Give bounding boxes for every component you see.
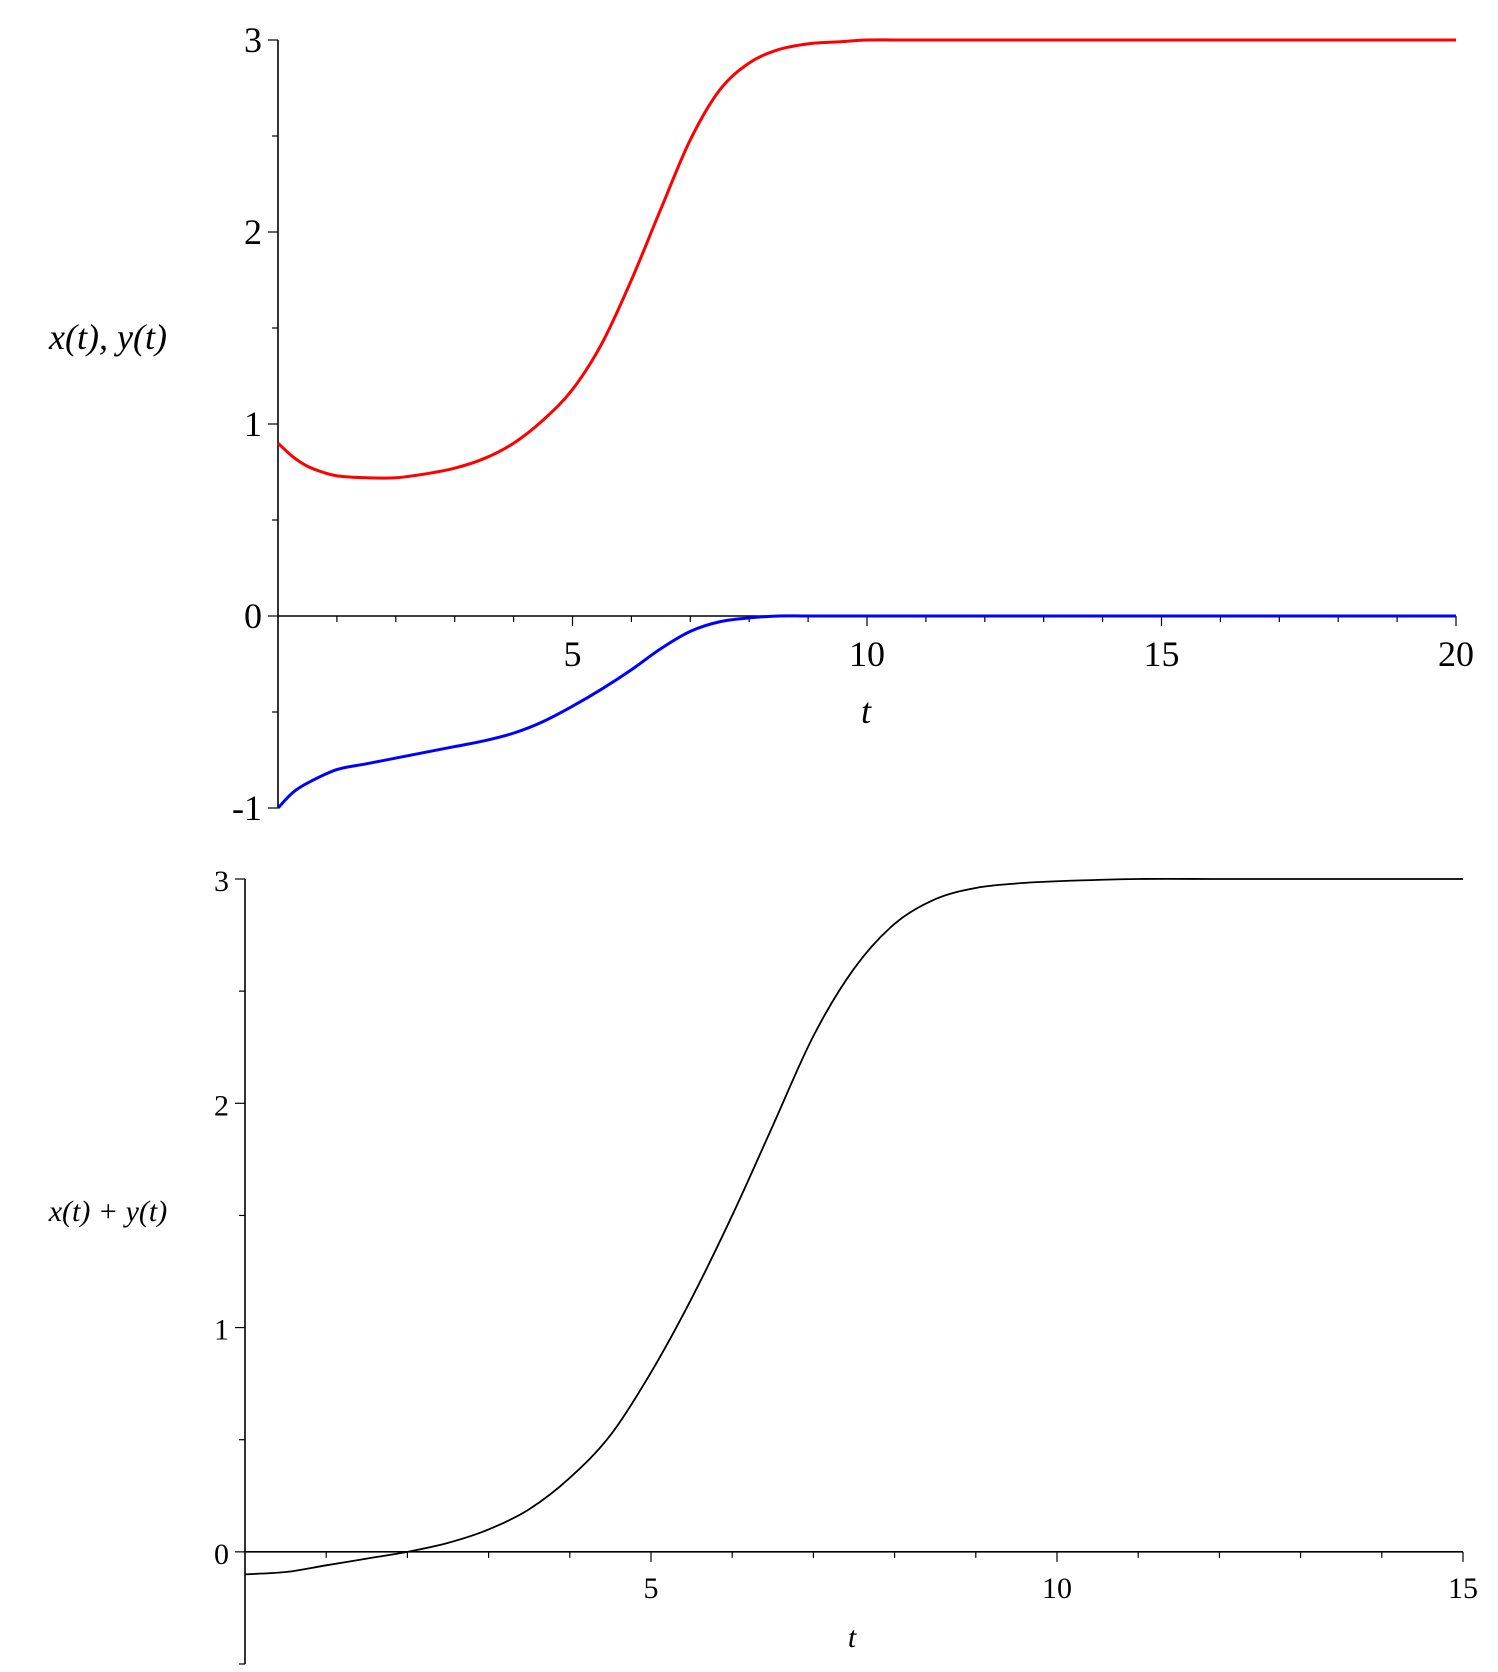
plot-x-y-xlabel: t [861,691,872,731]
plot-x-y-x-tick-label: 10 [849,634,885,674]
plot-x-y-x-tick-label: 5 [564,634,582,674]
plot-x-y-x-tick-label: 15 [1144,634,1180,674]
plot-x-y-series-line-1 [276,614,1456,810]
plot-sum-x-tick-label: 5 [644,1572,659,1605]
plot-x-y-y-tick-label: 3 [244,20,262,60]
plot-x-y: 5 10 15 20 -1 0 1 2 3 t x(t), y(t) [48,20,1474,828]
plot-sum-xlabel: t [848,1621,857,1654]
plot-x-y-y-tick-label: 0 [244,596,262,636]
plot-x-y-ylabel: x(t), y(t) [48,317,167,357]
plot-sum-tick-labels: 5 10 15 0 1 2 3 [214,865,1478,1605]
plot-sum-series-line-0 [244,877,1463,1576]
plot-sum-ylabel: x(t) + y(t) [48,1195,168,1228]
plot-x-y-y-tick-label: 1 [244,404,262,444]
plot-sum-curves [244,877,1463,1576]
plot-sum: 5 10 15 0 1 2 3 t x(t) + y(t) [48,865,1478,1665]
plot-sum-y-tick-label: 1 [214,1314,229,1347]
plot-sum-x-tick-label: 15 [1448,1572,1478,1605]
plot-x-y-series-line-0 [276,38,1456,480]
plot-x-y-y-tick-label: -1 [232,788,262,828]
plot-x-y-x-tick-label: 20 [1438,634,1474,674]
plot-sum-y-tick-label: 3 [214,865,229,898]
plot-sum-ticks [235,878,1464,1665]
plot-sum-y-tick-label: 0 [214,1538,229,1571]
plot-x-y-tick-labels: 5 10 15 20 -1 0 1 2 3 [232,20,1474,828]
plot-x-y-curves [276,38,1456,810]
plot-sum-y-tick-label: 2 [214,1089,229,1122]
plot-x-y-y-tick-label: 2 [244,212,262,252]
plot-sum-x-tick-label: 10 [1042,1572,1072,1605]
